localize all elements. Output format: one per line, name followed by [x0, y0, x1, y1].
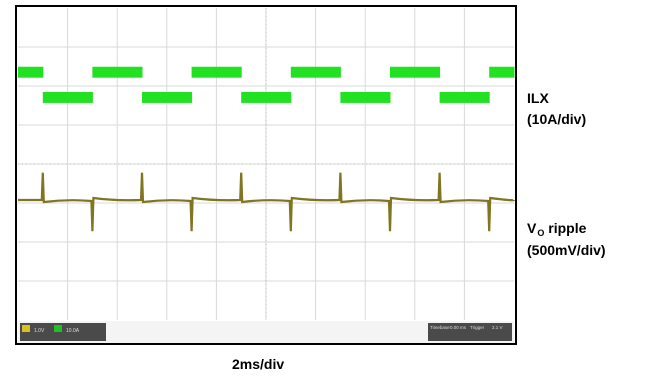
ilx-segment-low — [489, 66, 515, 78]
status-channel-block — [20, 323, 106, 341]
status-timebase-block — [428, 323, 512, 341]
ilx-segment-high — [340, 92, 366, 103]
vo-ripple-trace — [18, 172, 516, 232]
status-bar: 1.0V 10.0A Timebase 0.00 ms Trigger 2.1 V — [18, 321, 514, 343]
graticule — [18, 8, 514, 320]
ilx-segment-high — [67, 92, 93, 103]
status-timebase-field: Trigger — [470, 325, 485, 330]
status-bar-background — [18, 321, 514, 343]
ilx-segment-high — [439, 92, 465, 103]
ilx-segment-low — [390, 66, 416, 78]
status-timebase-field: 2.1 V — [492, 325, 503, 330]
vo-name-main: V — [527, 220, 537, 236]
vo-series-label: VO ripple — [527, 220, 586, 241]
screen-frame — [15, 5, 517, 345]
vo-name-sub: O — [537, 228, 545, 238]
ilx-segment-high — [142, 92, 168, 103]
ilx-segment-low — [191, 66, 217, 78]
ilx-segment-low — [414, 66, 441, 78]
ilx-segment-low — [18, 66, 44, 78]
ilx-segment-high — [266, 92, 292, 103]
ilx-segment-low — [216, 66, 242, 78]
ilx-segment-low — [315, 66, 341, 78]
status-channel-2-scale: 10.0A — [66, 328, 80, 334]
ilx-scale-label: (10A/div) — [527, 111, 587, 127]
ilx-series-label: ILX — [527, 90, 549, 106]
vo-name-rest: ripple — [544, 220, 587, 236]
ilx-segment-low — [290, 66, 317, 78]
ilx-trace — [18, 66, 515, 103]
status-timebase-field: 0.00 ms — [450, 325, 467, 330]
vo-ripple-line — [18, 172, 516, 232]
status-timebase-field: Timebase — [430, 325, 450, 330]
channel-2-marker — [54, 325, 62, 332]
vo-scale-label: (500mV/div) — [527, 242, 606, 258]
ilx-segment-high — [365, 92, 391, 103]
ilx-segment-high — [241, 92, 267, 103]
ilx-segment-low — [117, 66, 143, 78]
ilx-segment-high — [464, 92, 490, 103]
ilx-segment-high — [166, 92, 193, 103]
ilx-segment-low — [92, 66, 118, 78]
status-channel-1-scale: 1.0V — [34, 328, 45, 334]
x-axis-label: 2ms/div — [232, 356, 285, 372]
channel-1-marker — [22, 325, 30, 332]
ilx-segment-high — [42, 92, 69, 103]
